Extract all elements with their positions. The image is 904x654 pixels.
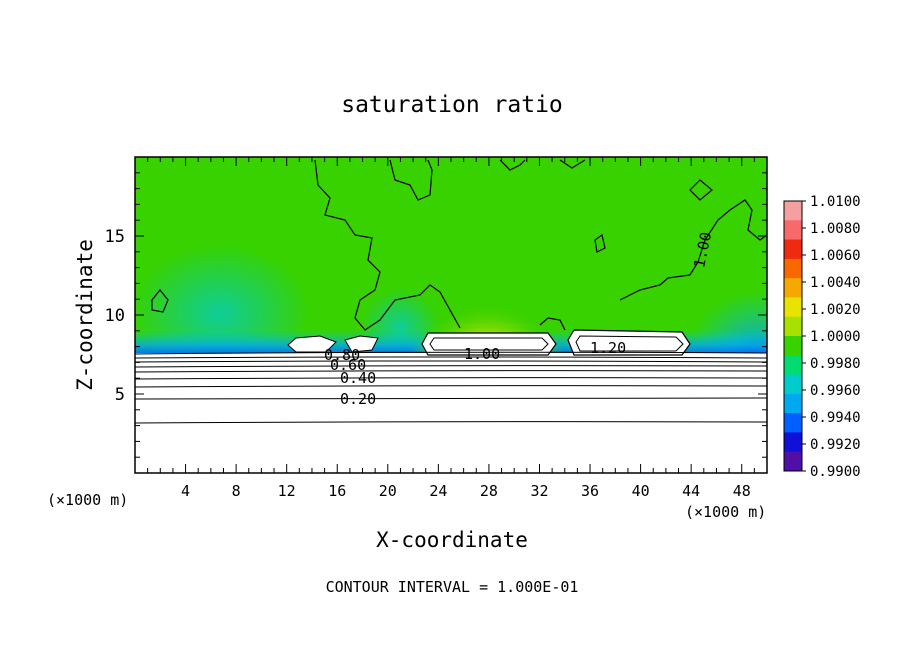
cloud-patch-right-inner xyxy=(575,335,684,352)
colorbar-label: 0.9960 xyxy=(810,383,861,399)
colorbar-label: 1.0020 xyxy=(810,302,861,318)
subcloud-region xyxy=(135,353,767,473)
colorbar-swatch xyxy=(784,297,802,318)
x-tick-label: 44 xyxy=(682,482,700,500)
contour-lines-lower xyxy=(135,351,767,424)
colorbar-swatch xyxy=(784,374,802,395)
x-tick-label: 36 xyxy=(581,482,599,500)
cloud-patch-left xyxy=(287,335,337,353)
cloud-patch-center-inner xyxy=(429,337,549,351)
contour-label: 0.80 xyxy=(324,346,360,364)
colorbar-label: 1.0100 xyxy=(810,194,861,210)
contour-label: 1.00 xyxy=(464,345,500,363)
y-tick-label: 10 xyxy=(105,306,125,326)
colorbar-swatch xyxy=(784,278,802,298)
colorbar-label: 1.0000 xyxy=(810,329,861,345)
colorbar-swatch xyxy=(784,413,802,433)
colorbar-swatch xyxy=(784,432,802,453)
colorbar-swatch xyxy=(784,239,802,260)
x-tick-label: 12 xyxy=(278,482,296,500)
plot-area xyxy=(135,157,767,473)
colorbar-swatch xyxy=(784,355,802,376)
colorbar-label: 0.9940 xyxy=(810,410,861,426)
x-tick-label: 28 xyxy=(480,482,498,500)
contour-lines-upper xyxy=(151,159,767,331)
colorbar-swatch xyxy=(784,393,802,414)
colorbar-label: 0.9980 xyxy=(810,356,861,372)
contour-label: 1.20 xyxy=(590,339,626,357)
x-unit-label-right: (×1000 m) xyxy=(685,503,766,521)
contour-label: 0.60 xyxy=(330,356,366,374)
contour-label: 0.20 xyxy=(340,390,376,408)
x-axis-label: X-coordinate xyxy=(376,528,528,552)
contour-label: 0.40 xyxy=(340,369,376,387)
x-tick-label: 48 xyxy=(733,482,751,500)
x-tick-label: 20 xyxy=(379,482,397,500)
y-axis-label: Z-coordinate xyxy=(73,239,97,391)
x-axis: 4 8 12 16 20 24 28 32 36 40 44 48 xyxy=(147,157,755,500)
colorbar-swatch xyxy=(784,451,802,472)
y-axis: 5 10 15 xyxy=(105,172,767,458)
x-unit-label: (×1000 m) xyxy=(47,491,128,509)
colorbar-label: 0.9920 xyxy=(810,437,861,453)
y-tick-label: 15 xyxy=(105,227,125,247)
colorbar-label: 1.0080 xyxy=(810,221,861,237)
colorbar-label: 1.0060 xyxy=(810,248,861,264)
chart-title: saturation ratio xyxy=(341,92,563,118)
x-tick-label: 32 xyxy=(530,482,548,500)
colorbar-swatch xyxy=(784,258,802,279)
colorbar-label: 1.0040 xyxy=(810,275,861,291)
contour-interval-footer: CONTOUR INTERVAL = 1.000E-01 xyxy=(326,578,579,596)
x-tick-label: 40 xyxy=(632,482,650,500)
x-tick-label: 8 xyxy=(232,482,241,500)
colorbar-swatch xyxy=(784,316,802,337)
y-tick-label: 5 xyxy=(115,385,125,405)
x-tick-label: 16 xyxy=(328,482,346,500)
colorbar: 1.0100 1.0080 1.0060 1.0040 1.0020 1.0000 0.99… xyxy=(783,194,861,480)
cloud-patch-small xyxy=(344,335,379,353)
colorbar-swatch xyxy=(784,336,802,356)
x-tick-label: 24 xyxy=(429,482,447,500)
x-tick-label: 4 xyxy=(181,482,190,500)
colorbar-swatch xyxy=(784,220,802,241)
colorbar-label: 0.9900 xyxy=(810,464,861,480)
colorbar-swatch xyxy=(784,201,802,221)
